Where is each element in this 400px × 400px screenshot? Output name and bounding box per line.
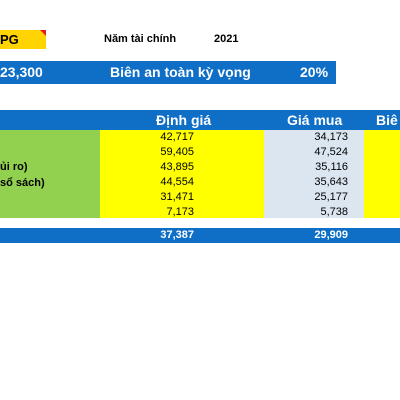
fiscal-year-value[interactable]: 2021 <box>214 33 239 45</box>
buy-price-cell[interactable]: 25,177 <box>314 191 348 203</box>
totals-row <box>0 228 400 243</box>
column-header-valuation: Định giá <box>156 112 212 128</box>
fiscal-year-label: Năm tài chính <box>104 33 177 45</box>
column-header-buy-price: Giá mua <box>287 112 343 128</box>
row-label: ủi ro) <box>0 161 28 173</box>
label-column <box>0 130 100 218</box>
comment-indicator-icon <box>40 30 46 36</box>
valuation-cell[interactable]: 31,471 <box>160 191 194 203</box>
buy-price-cell[interactable]: 34,173 <box>314 131 348 143</box>
margin-column <box>364 130 400 218</box>
table-header <box>0 110 400 130</box>
ticker-cell[interactable]: PG <box>0 30 46 49</box>
summary-bar <box>0 61 336 84</box>
valuation-cell[interactable]: 43,895 <box>160 161 194 173</box>
buy-price-cell[interactable]: 47,524 <box>314 146 348 158</box>
total-valuation[interactable]: 37,387 <box>160 229 194 241</box>
safety-margin-label: Biên an toàn kỳ vọng <box>110 64 251 80</box>
total-buy-price[interactable]: 29,909 <box>314 229 348 241</box>
valuation-cell[interactable]: 42,717 <box>160 131 194 143</box>
column-header-margin: Biê <box>376 112 398 128</box>
ticker-text: PG <box>0 32 19 47</box>
buy-price-cell[interactable]: 35,116 <box>315 161 348 173</box>
row-label: sổ sách) <box>0 177 45 189</box>
buy-price-column <box>264 130 364 218</box>
current-price[interactable]: 23,300 <box>0 64 43 80</box>
valuation-cell[interactable]: 59,405 <box>160 146 194 158</box>
valuation-cell[interactable]: 44,554 <box>160 176 194 188</box>
buy-price-cell[interactable]: 35,643 <box>314 176 348 188</box>
valuation-column <box>100 130 264 218</box>
valuation-cell[interactable]: 7,173 <box>166 206 194 218</box>
buy-price-cell[interactable]: 5,738 <box>320 206 348 218</box>
safety-margin-value[interactable]: 20% <box>300 64 329 80</box>
